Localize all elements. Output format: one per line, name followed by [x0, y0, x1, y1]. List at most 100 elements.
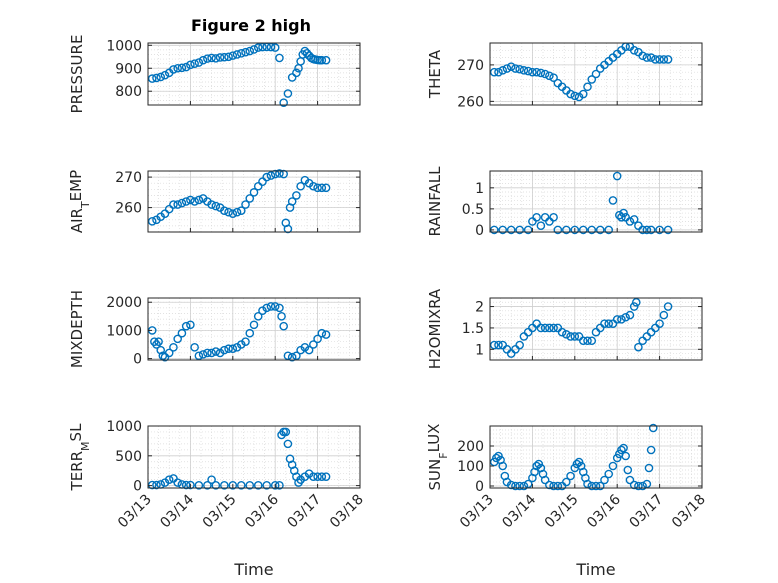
- data-point: [266, 171, 276, 180]
- data-point: [198, 55, 208, 65]
- data-point: [241, 47, 250, 57]
- y-tick-label: 1000: [106, 323, 142, 339]
- x-axis-label: Time: [233, 560, 273, 579]
- data-point: [228, 51, 238, 60]
- data-point: [300, 46, 310, 56]
- data-point: [511, 481, 520, 491]
- data-point: [186, 195, 195, 205]
- y-tick-label: 800: [115, 84, 142, 100]
- data-point: [211, 347, 221, 356]
- data-point: [629, 480, 639, 490]
- data-point: [283, 439, 293, 449]
- data-point: [587, 336, 597, 346]
- minor-grid: [489, 171, 703, 232]
- data-point: [540, 69, 550, 79]
- data-point: [646, 445, 656, 455]
- data-point: [164, 204, 174, 214]
- data-point: [619, 208, 628, 218]
- data-point: [249, 320, 259, 330]
- data-point: [203, 481, 212, 490]
- y-axis-label: SUNFLUX: [425, 424, 450, 491]
- data-point: [253, 481, 263, 490]
- data-point: [553, 225, 563, 235]
- data-point: [173, 200, 182, 209]
- data-point: [203, 348, 212, 358]
- data-point: [283, 89, 293, 98]
- y-tick-label: 1000: [106, 38, 142, 54]
- data-point: [625, 310, 635, 320]
- x-tick-label: 03/14: [157, 491, 197, 531]
- data-point: [663, 225, 673, 235]
- data-point: [638, 481, 647, 491]
- data-point: [220, 52, 229, 62]
- data-point: [190, 343, 199, 352]
- data-point: [245, 328, 255, 338]
- data-point: [207, 475, 216, 484]
- data-point: [566, 471, 575, 481]
- data-point: [570, 91, 580, 101]
- data-point: [203, 54, 212, 63]
- data-point: [629, 45, 639, 55]
- data-point: [215, 348, 225, 358]
- data-point: [160, 209, 170, 218]
- data-point: [169, 343, 178, 352]
- x-tick-label: 03/17: [285, 492, 325, 532]
- data-point: [578, 336, 588, 346]
- data-point: [536, 323, 546, 333]
- data-point: [506, 62, 516, 72]
- data-point: [519, 481, 529, 491]
- data-point: [173, 334, 182, 344]
- data-point: [220, 345, 229, 355]
- x-tick-label: 03/13: [457, 492, 497, 532]
- data-point: [228, 481, 238, 490]
- data-point: [604, 225, 614, 235]
- data-point: [536, 221, 546, 230]
- data-point: [207, 200, 216, 209]
- data-point: [296, 181, 305, 191]
- data-point: [181, 197, 191, 206]
- data-point: [270, 302, 280, 311]
- data-point: [655, 55, 664, 64]
- data-point: [292, 191, 301, 200]
- data-point: [253, 43, 263, 52]
- x-tick-label: 03/16: [584, 491, 624, 531]
- data-point: [655, 319, 664, 328]
- x-tick-label: 03/17: [627, 492, 667, 532]
- data-point: [207, 348, 216, 358]
- data-point: [186, 60, 195, 70]
- data-point: [631, 297, 641, 307]
- data-point: [625, 475, 635, 485]
- data-point: [634, 342, 643, 352]
- data-point: [152, 480, 161, 490]
- data-point: [604, 319, 614, 328]
- data-point: [317, 183, 327, 193]
- data-point: [253, 181, 263, 191]
- data-point: [275, 303, 284, 313]
- data-point: [190, 59, 199, 68]
- data-point: [502, 64, 512, 73]
- data-point: [211, 481, 221, 490]
- data-point: [147, 217, 157, 226]
- data-point: [578, 89, 588, 99]
- data-point: [515, 481, 524, 491]
- data-point: [642, 225, 652, 235]
- data-point: [617, 445, 626, 455]
- data-point: [608, 196, 618, 205]
- data-point: [629, 215, 639, 224]
- data-point: [296, 345, 305, 355]
- data-point: [258, 177, 267, 186]
- data-point: [545, 480, 554, 490]
- data-point: [494, 67, 503, 77]
- x-tick-label: 03/15: [200, 492, 240, 532]
- data-point: [236, 49, 246, 58]
- data-point: [566, 89, 575, 99]
- data-point: [275, 169, 284, 178]
- data-point: [241, 200, 250, 209]
- data-point: [194, 58, 204, 67]
- y-tick-label: 0: [475, 223, 484, 239]
- data-point: [279, 98, 288, 108]
- y-tick-label: 0: [475, 479, 484, 495]
- data-point: [634, 481, 643, 491]
- data-point: [578, 225, 588, 235]
- data-point: [604, 469, 614, 479]
